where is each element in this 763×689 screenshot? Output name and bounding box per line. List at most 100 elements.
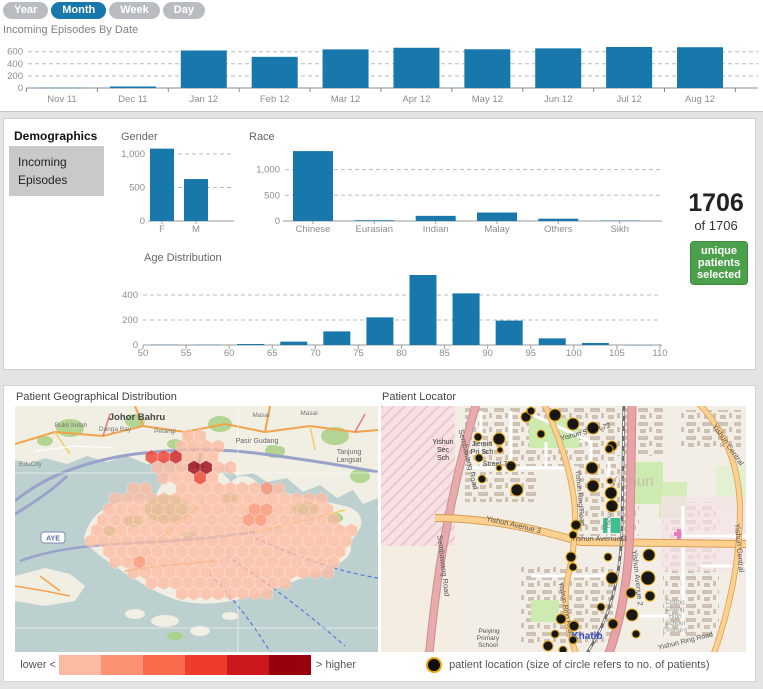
date-granularity-tabs: Year Month Week Day bbox=[3, 2, 205, 19]
svg-text:Nov 11: Nov 11 bbox=[47, 94, 76, 105]
tab-month[interactable]: Month bbox=[51, 2, 107, 19]
svg-text:95: 95 bbox=[525, 348, 536, 359]
choropleth-scale-step-4 bbox=[185, 655, 227, 675]
svg-text:400: 400 bbox=[7, 59, 23, 70]
patient-geo-distribution-map[interactable]: AYE Johor Bahru Danga Bay Pelangi Bukit Ind… bbox=[15, 406, 378, 652]
patient-location-dots[interactable] bbox=[473, 406, 656, 652]
selected-count: 1706 bbox=[688, 189, 744, 217]
svg-text:200: 200 bbox=[122, 315, 138, 326]
svg-text:F: F bbox=[159, 224, 165, 235]
svg-text:1,000: 1,000 bbox=[256, 165, 280, 176]
sidebar-item-incoming-episodes[interactable]: Incoming Episodes bbox=[9, 146, 104, 196]
demographics-panel: Demographics Incoming Episodes Gender Ra… bbox=[3, 118, 756, 370]
svg-text:Aug 12: Aug 12 bbox=[685, 94, 715, 105]
patient-location-legend-icon bbox=[426, 657, 443, 673]
svg-text:600: 600 bbox=[7, 47, 23, 58]
svg-text:Masai: Masai bbox=[300, 410, 317, 417]
svg-text:Others: Others bbox=[544, 224, 573, 235]
svg-text:Pelangi: Pelangi bbox=[154, 428, 176, 435]
svg-text:Pasir Gudang: Pasir Gudang bbox=[236, 438, 279, 445]
svg-text:Pri Sch: Pri Sch bbox=[471, 449, 494, 456]
geo-map-labels: Johor Bahru Danga Bay Pelangi Bukit Indah Ma… bbox=[19, 410, 362, 468]
svg-text:May 12: May 12 bbox=[472, 94, 503, 105]
choropleth-scale-step-1 bbox=[59, 655, 101, 675]
svg-text:200: 200 bbox=[7, 71, 23, 82]
svg-text:1,000: 1,000 bbox=[121, 149, 145, 160]
race-chart-title: Race bbox=[249, 131, 275, 143]
svg-text:Sch: Sch bbox=[437, 455, 449, 462]
geo-map-title: Patient Geographical Distribution bbox=[16, 391, 177, 403]
svg-text:Jul 12: Jul 12 bbox=[616, 94, 641, 105]
svg-text:Langsat: Langsat bbox=[337, 457, 362, 464]
svg-text:Street 71: Street 71 bbox=[483, 461, 512, 468]
maps-panel: Patient Geographical Distribution Patien… bbox=[3, 385, 756, 682]
svg-text:High: High bbox=[668, 613, 682, 620]
svg-text:Khatib: Khatib bbox=[571, 631, 602, 642]
svg-text:Jiemin: Jiemin bbox=[472, 441, 492, 448]
svg-text:65: 65 bbox=[267, 348, 278, 359]
choropleth-scale-step-2 bbox=[101, 655, 143, 675]
legend-higher-label: > higher bbox=[316, 659, 357, 671]
svg-text:Johor Bahru: Johor Bahru bbox=[109, 412, 166, 423]
choropleth-scale-step-5 bbox=[227, 655, 269, 675]
svg-text:Apr 12: Apr 12 bbox=[402, 94, 430, 105]
svg-text:Primary: Primary bbox=[477, 635, 500, 642]
svg-text:Chung: Chung bbox=[665, 599, 685, 606]
svg-text:50: 50 bbox=[138, 348, 149, 359]
selected-count-total: of 1706 bbox=[694, 218, 738, 233]
svg-text:Feb 12: Feb 12 bbox=[260, 94, 290, 105]
age-chart-title: Age Distribution bbox=[144, 252, 222, 264]
svg-text:400: 400 bbox=[122, 290, 138, 301]
choropleth-scale-step-6 bbox=[269, 655, 311, 675]
svg-text:Dec 11: Dec 11 bbox=[118, 94, 147, 105]
svg-text:AYE: AYE bbox=[46, 536, 60, 543]
svg-text:75: 75 bbox=[353, 348, 364, 359]
svg-text:Bukit Indah: Bukit Indah bbox=[55, 422, 88, 429]
svg-text:500: 500 bbox=[264, 190, 280, 201]
svg-text:Yishun: Yishun bbox=[432, 439, 453, 446]
svg-text:Yishun Ring Road: Yishun Ring Road bbox=[574, 470, 586, 527]
svg-text:Mar 12: Mar 12 bbox=[331, 94, 361, 105]
svg-text:60: 60 bbox=[224, 348, 235, 359]
locator-map-title: Patient Locator bbox=[382, 391, 456, 403]
svg-text:Masai: Masai bbox=[252, 412, 269, 419]
svg-text:(Yishun): (Yishun) bbox=[663, 627, 687, 634]
hexbin-overlay[interactable] bbox=[84, 428, 358, 601]
aye-road-badge: AYE bbox=[40, 531, 66, 544]
svg-text:Chinese: Chinese bbox=[296, 224, 331, 235]
svg-text:100: 100 bbox=[566, 348, 582, 359]
svg-text:School: School bbox=[478, 642, 498, 649]
svg-text:Sec: Sec bbox=[437, 447, 450, 454]
svg-text:0: 0 bbox=[18, 83, 23, 94]
svg-text:M: M bbox=[192, 224, 200, 235]
svg-text:0: 0 bbox=[275, 216, 280, 227]
tab-year[interactable]: Year bbox=[3, 2, 49, 19]
svg-text:Yishun: Yishun bbox=[608, 473, 653, 490]
maps-legend: lower < > higher patient location (size … bbox=[4, 651, 755, 679]
svg-text:Peiying: Peiying bbox=[478, 628, 500, 635]
tab-week[interactable]: Week bbox=[109, 2, 160, 19]
patient-location-legend-label: patient location (size of circle refers … bbox=[449, 659, 710, 671]
svg-text:Indian: Indian bbox=[423, 224, 449, 235]
svg-text:Tanjung: Tanjung bbox=[337, 449, 362, 456]
svg-text:Jan 12: Jan 12 bbox=[190, 94, 219, 105]
svg-text:110: 110 bbox=[652, 348, 667, 359]
legend-lower-label: lower < bbox=[20, 659, 56, 671]
unique-patients-badge: unique patients selected bbox=[690, 241, 748, 285]
svg-text:Malay: Malay bbox=[484, 224, 510, 235]
svg-text:Yishun Avenue 3: Yishun Avenue 3 bbox=[571, 534, 627, 543]
choropleth-scale-step-3 bbox=[143, 655, 185, 675]
svg-text:90: 90 bbox=[482, 348, 493, 359]
svg-text:Cheng: Cheng bbox=[665, 606, 685, 613]
svg-text:Eurasian: Eurasian bbox=[356, 224, 394, 235]
svg-text:70: 70 bbox=[310, 348, 321, 359]
svg-text:0: 0 bbox=[140, 216, 145, 227]
gender-chart-title: Gender bbox=[121, 131, 158, 143]
tab-day[interactable]: Day bbox=[162, 2, 205, 19]
demographics-panel-title: Demographics bbox=[14, 129, 98, 143]
svg-text:0: 0 bbox=[133, 340, 138, 351]
svg-text:Danga Bay: Danga Bay bbox=[99, 426, 132, 433]
